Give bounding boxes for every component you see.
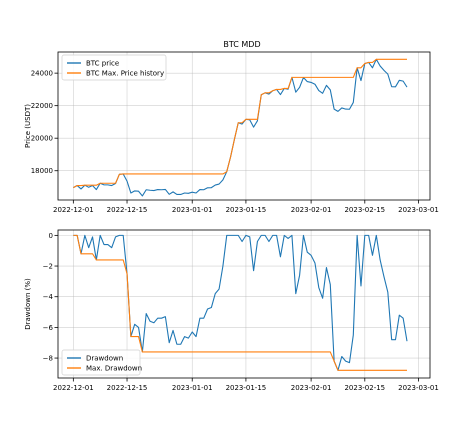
price-legend-box — [61, 54, 167, 81]
drawdown-ytick-label-4: −8 — [43, 355, 53, 363]
drawdown-xtick-label-0: 2022-12-01 — [53, 384, 94, 392]
drawdown-ytick-label-3: −6 — [43, 324, 54, 332]
drawdown-legend-label-1: Max. Drawdown — [86, 365, 142, 373]
price-ytick-label-1: 20000 — [31, 135, 53, 143]
price-chart: 2022-12-01 2022-12-15 2023-01-01 2023-01-15… — [24, 51, 439, 214]
drawdown-series-max-drawdown — [73, 234, 407, 371]
drawdown-ytick-label-1: −2 — [43, 263, 53, 271]
drawdown-xtick-label-6: 2023-03-01 — [398, 384, 439, 392]
price-xtick-label-0: 2022-12-01 — [53, 206, 94, 214]
drawdown-xtick-label-4: 2023-02-01 — [291, 384, 332, 392]
drawdown-legend: Drawdown Max. Drawdown — [61, 349, 142, 376]
price-xtick-label-1: 2022-12-15 — [107, 206, 148, 214]
price-legend-label-1: BTC Max. Price history — [86, 70, 164, 78]
price-series-btc-max-price-history — [73, 58, 407, 189]
price-legend-label-0: BTC price — [86, 60, 119, 68]
price-legend: BTC price BTC Max. Price history — [61, 54, 167, 81]
price-xtick-label-4: 2023-02-01 — [291, 206, 332, 214]
price-series-btc-price — [73, 58, 408, 197]
drawdown-legend-label-0: Drawdown — [86, 355, 123, 363]
price-xtick-label-5: 2023-02-15 — [344, 206, 385, 214]
price-xtick-label-2: 2023-01-01 — [172, 206, 213, 214]
drawdown-plot-frame — [57, 229, 431, 379]
drawdown-chart: 2022-12-01 2022-12-15 2023-01-01 2023-01-15… — [24, 229, 439, 392]
price-ytick-label-0: 18000 — [31, 167, 53, 175]
drawdown-xtick-label-1: 2022-12-15 — [107, 384, 148, 392]
drawdown-ytick-label-2: −4 — [43, 293, 54, 301]
price-xtick-label-3: 2023-01-15 — [226, 206, 267, 214]
drawdown-xtick-label-5: 2023-02-15 — [344, 384, 385, 392]
price-xtick-label-6: 2023-03-01 — [398, 206, 439, 214]
price-ytick-label-3: 24000 — [31, 70, 53, 78]
drawdown-ylabel: Drawdown (%) — [24, 278, 32, 330]
price-plot-frame — [57, 51, 431, 201]
price-ytick-label-2: 22000 — [31, 102, 53, 110]
drawdown-legend-box — [61, 349, 141, 376]
price-ylabel: Price (USDT) — [24, 104, 32, 148]
top-chart-title: BTC MDD — [223, 40, 260, 49]
drawdown-ytick-label-0: 0 — [49, 232, 53, 240]
drawdown-xtick-label-2: 2023-01-01 — [172, 384, 213, 392]
drawdown-xtick-label-3: 2023-01-15 — [226, 384, 267, 392]
